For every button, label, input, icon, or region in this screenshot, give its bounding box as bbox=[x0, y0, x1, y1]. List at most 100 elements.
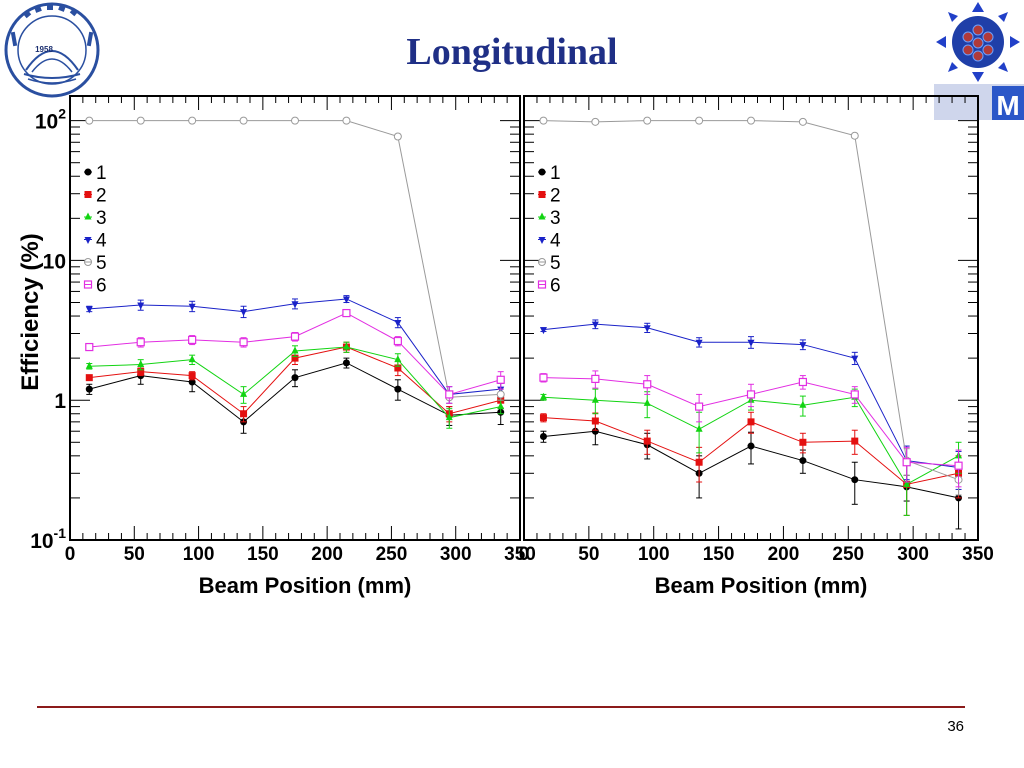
y-tick-label: 102 bbox=[35, 106, 66, 134]
data-point bbox=[539, 116, 548, 125]
data-point bbox=[445, 413, 453, 421]
x-tick-label: 100 bbox=[638, 544, 670, 565]
plot-frame bbox=[69, 95, 521, 541]
data-point bbox=[394, 385, 402, 393]
data-point bbox=[342, 342, 350, 350]
data-point bbox=[240, 309, 248, 317]
data-point bbox=[591, 374, 600, 384]
x-tick-label: 250 bbox=[376, 544, 408, 565]
y-tick-label: 10 bbox=[43, 250, 66, 273]
legend-label: 5 bbox=[96, 253, 107, 274]
data-point bbox=[799, 400, 807, 408]
legend-marker bbox=[84, 212, 92, 220]
data-point bbox=[539, 327, 547, 335]
data-point bbox=[497, 402, 505, 410]
data-point bbox=[188, 372, 196, 380]
series-5 bbox=[539, 116, 963, 496]
legend-label: 1 bbox=[550, 163, 561, 184]
data-point bbox=[291, 354, 299, 362]
data-point bbox=[136, 338, 145, 347]
x-axis-label: Beam Position (mm) bbox=[655, 573, 868, 598]
legend-label: 2 bbox=[550, 186, 561, 207]
y-tick-label: 10-1 bbox=[30, 525, 66, 553]
plot-right: 0 50 100 150 200 250 300 350 Beam Position (mm) 1… bbox=[519, 95, 994, 598]
data-point bbox=[137, 368, 145, 376]
data-point bbox=[342, 116, 351, 125]
seal-year-text: 1958 bbox=[35, 45, 53, 54]
x-tick-label: 100 bbox=[183, 544, 215, 565]
data-point bbox=[591, 321, 599, 329]
data-point bbox=[393, 336, 402, 346]
x-tick-label: 150 bbox=[247, 544, 279, 565]
x-tick-label: 0 bbox=[519, 544, 530, 565]
data-point bbox=[239, 116, 248, 125]
data-point bbox=[188, 303, 196, 311]
series-1 bbox=[85, 357, 505, 434]
data-point bbox=[591, 395, 599, 403]
x-tick-label: 150 bbox=[703, 544, 735, 565]
data-point bbox=[851, 437, 859, 445]
data-point bbox=[137, 302, 145, 310]
data-point bbox=[850, 390, 859, 399]
data-point bbox=[643, 116, 652, 125]
data-point bbox=[643, 398, 651, 406]
data-point bbox=[291, 116, 299, 125]
data-point bbox=[851, 476, 859, 484]
legend-label: 6 bbox=[96, 276, 107, 297]
x-axis-label: Beam Position (mm) bbox=[199, 573, 412, 598]
data-point bbox=[393, 132, 402, 141]
data-point bbox=[695, 116, 704, 125]
data-point bbox=[188, 116, 197, 125]
data-point bbox=[394, 364, 402, 372]
data-point bbox=[539, 392, 547, 400]
data-point bbox=[137, 360, 145, 368]
footer-divider bbox=[37, 706, 965, 708]
data-point bbox=[394, 319, 402, 327]
data-point bbox=[902, 458, 911, 467]
data-point bbox=[798, 377, 807, 387]
x-tick-label: 0 bbox=[65, 544, 76, 565]
data-point bbox=[85, 385, 93, 393]
legend-label: 3 bbox=[550, 208, 561, 229]
x-tick-label: 350 bbox=[504, 544, 536, 565]
legend-label: 2 bbox=[96, 186, 107, 207]
series-3 bbox=[85, 341, 505, 429]
legend-label: 3 bbox=[96, 208, 107, 229]
data-point bbox=[799, 438, 807, 446]
x-tick-label: 50 bbox=[578, 544, 599, 565]
data-point bbox=[643, 437, 651, 445]
data-point bbox=[240, 389, 248, 397]
data-point bbox=[290, 332, 300, 341]
data-point bbox=[291, 301, 299, 309]
data-point bbox=[695, 458, 703, 466]
x-tick-label: 200 bbox=[768, 544, 800, 565]
legend-label: 4 bbox=[550, 231, 561, 252]
data-point bbox=[85, 361, 93, 369]
series-6 bbox=[539, 370, 963, 488]
data-point bbox=[954, 461, 963, 470]
legend-marker bbox=[538, 212, 546, 220]
data-point bbox=[539, 433, 547, 441]
data-point bbox=[695, 402, 704, 411]
data-point bbox=[85, 342, 94, 352]
data-point bbox=[591, 427, 599, 435]
data-point bbox=[903, 479, 911, 487]
data-point bbox=[342, 308, 351, 318]
x-tick-label: 300 bbox=[440, 544, 472, 565]
x-tick-label: 200 bbox=[311, 544, 343, 565]
series-6 bbox=[85, 308, 505, 404]
data-point bbox=[747, 418, 755, 426]
data-point bbox=[643, 325, 651, 333]
data-point bbox=[591, 417, 599, 425]
series-1 bbox=[539, 419, 963, 530]
data-point bbox=[342, 296, 350, 304]
series-5 bbox=[85, 116, 505, 404]
legend-marker bbox=[84, 237, 92, 244]
data-point bbox=[136, 116, 145, 125]
data-point bbox=[539, 373, 548, 382]
data-point bbox=[188, 335, 197, 345]
data-point bbox=[291, 346, 299, 354]
legend-label: 1 bbox=[96, 163, 107, 184]
